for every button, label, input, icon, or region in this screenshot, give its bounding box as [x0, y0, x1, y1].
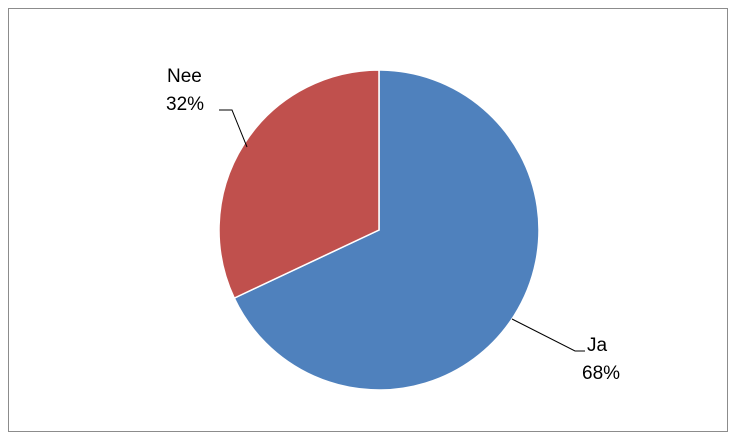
pie-slice-ja: [233, 69, 540, 391]
leader-line-ja: [511, 318, 585, 352]
slice-label-nee-value: 32%: [166, 94, 204, 115]
pie-slices: [218, 69, 540, 391]
slice-label-ja-value: 68%: [582, 363, 620, 384]
slice-label-ja-category: Ja: [587, 335, 608, 356]
pie-slice-nee: [218, 69, 380, 300]
chart-area: Nee 32% Ja 68%: [8, 8, 728, 432]
slice-label-nee-category: Nee: [167, 66, 202, 87]
leader-line-nee: [219, 109, 248, 148]
pie-chart: Nee 32% Ja 68%: [166, 66, 620, 391]
